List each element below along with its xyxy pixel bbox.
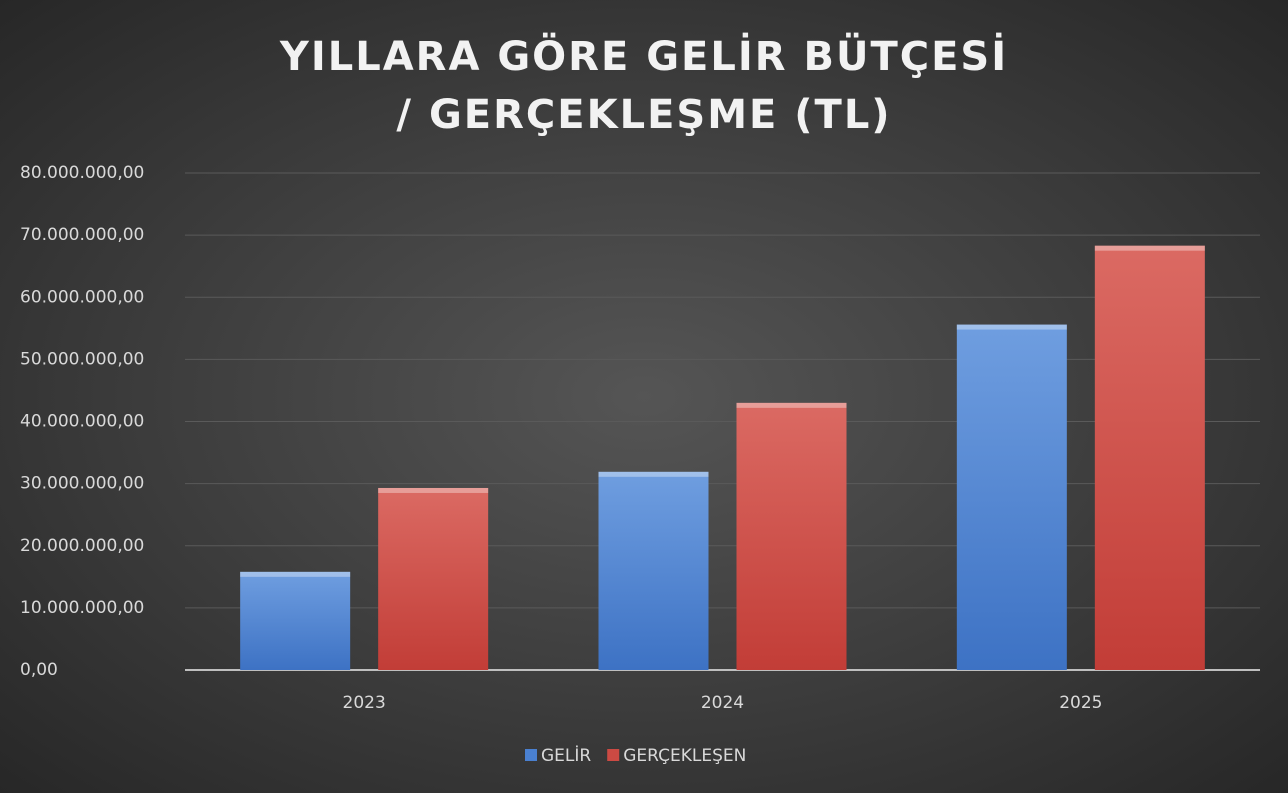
bar-bevel bbox=[378, 487, 489, 493]
y-tick-label: 40.000.000,00 bbox=[20, 412, 144, 432]
legend-swatch bbox=[607, 749, 620, 761]
y-tick-label: 20.000.000,00 bbox=[20, 536, 144, 556]
bar bbox=[736, 402, 847, 670]
bar bbox=[598, 471, 709, 670]
bar bbox=[240, 571, 351, 670]
chart-title: YILLARA GÖRE GELİR BÜTÇESİ / GERÇEKLEŞME… bbox=[279, 34, 1009, 138]
bar bbox=[378, 487, 489, 670]
legend-swatch bbox=[525, 749, 537, 761]
y-tick-label: 60.000.000,00 bbox=[20, 287, 144, 307]
bar-bevel bbox=[1094, 245, 1205, 251]
bar-bevel bbox=[736, 402, 847, 408]
legend-label: GELİR bbox=[541, 745, 591, 766]
x-tick-label: 2025 bbox=[1059, 693, 1102, 713]
bar-bevel bbox=[240, 571, 351, 577]
y-tick-label: 70.000.000,00 bbox=[20, 225, 144, 245]
y-tick-label: 80.000.000,00 bbox=[20, 163, 144, 183]
y-tick-label: 30.000.000,00 bbox=[20, 474, 144, 494]
bar-bevel bbox=[598, 471, 709, 477]
bar-bevel bbox=[956, 324, 1067, 330]
bar bbox=[1094, 245, 1205, 670]
legend-label: GERÇEKLEŞEN bbox=[623, 746, 746, 766]
bar bbox=[956, 324, 1067, 670]
x-tick-label: 2023 bbox=[343, 693, 386, 713]
y-tick-label: 50.000.000,00 bbox=[20, 349, 144, 369]
y-tick-label: 0,00 bbox=[20, 660, 58, 680]
y-tick-label: 10.000.000,00 bbox=[20, 598, 144, 618]
x-tick-label: 2024 bbox=[701, 693, 744, 713]
